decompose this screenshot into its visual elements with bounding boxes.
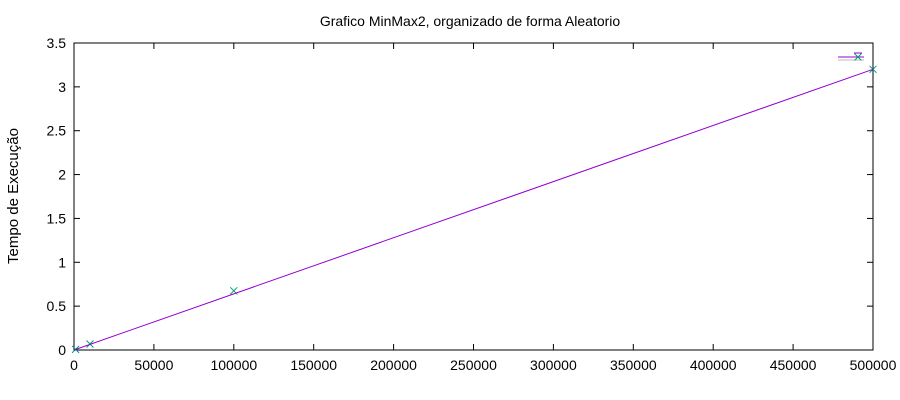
x-tick-label: 300000 [530, 357, 577, 373]
x-tick-label: 100000 [210, 357, 257, 373]
x-tick-label: 200000 [370, 357, 417, 373]
x-tick-label: 50000 [134, 357, 173, 373]
x-tick-label: 0 [70, 357, 78, 373]
y-tick-label: 0.5 [47, 298, 67, 314]
x-tick-label: 450000 [770, 357, 817, 373]
series-line [73, 68, 874, 351]
plot-frame [73, 42, 874, 351]
x-tick-label: 250000 [450, 357, 497, 373]
x-tick-label: 350000 [610, 357, 657, 373]
legend [838, 52, 864, 61]
y-axis: 0 0.5 1 1.5 2 2.5 3 3.5 [47, 35, 873, 358]
y-tick-label: 3 [58, 79, 66, 95]
chart-title: Grafico MinMax2, organizado de forma Ale… [320, 13, 621, 29]
y-tick-label: 1 [58, 254, 66, 270]
x-tick-label: 500000 [850, 357, 897, 373]
x-axis: 0 50000 100000 150000 200000 250000 300000 3500… [70, 43, 897, 373]
x-tick-label: 400000 [690, 357, 737, 373]
y-tick-label: 1.5 [47, 210, 67, 226]
y-tick-label: 3.5 [47, 35, 67, 51]
x-tick-label: 150000 [290, 357, 337, 373]
y-tick-label: 2.5 [47, 123, 67, 139]
y-axis-label: Tempo de Execução [5, 128, 22, 264]
series-layer [71, 65, 877, 354]
legend-marker-key [854, 53, 862, 61]
y-tick-label: 0 [58, 342, 66, 358]
y-tick-label: 2 [58, 167, 66, 183]
